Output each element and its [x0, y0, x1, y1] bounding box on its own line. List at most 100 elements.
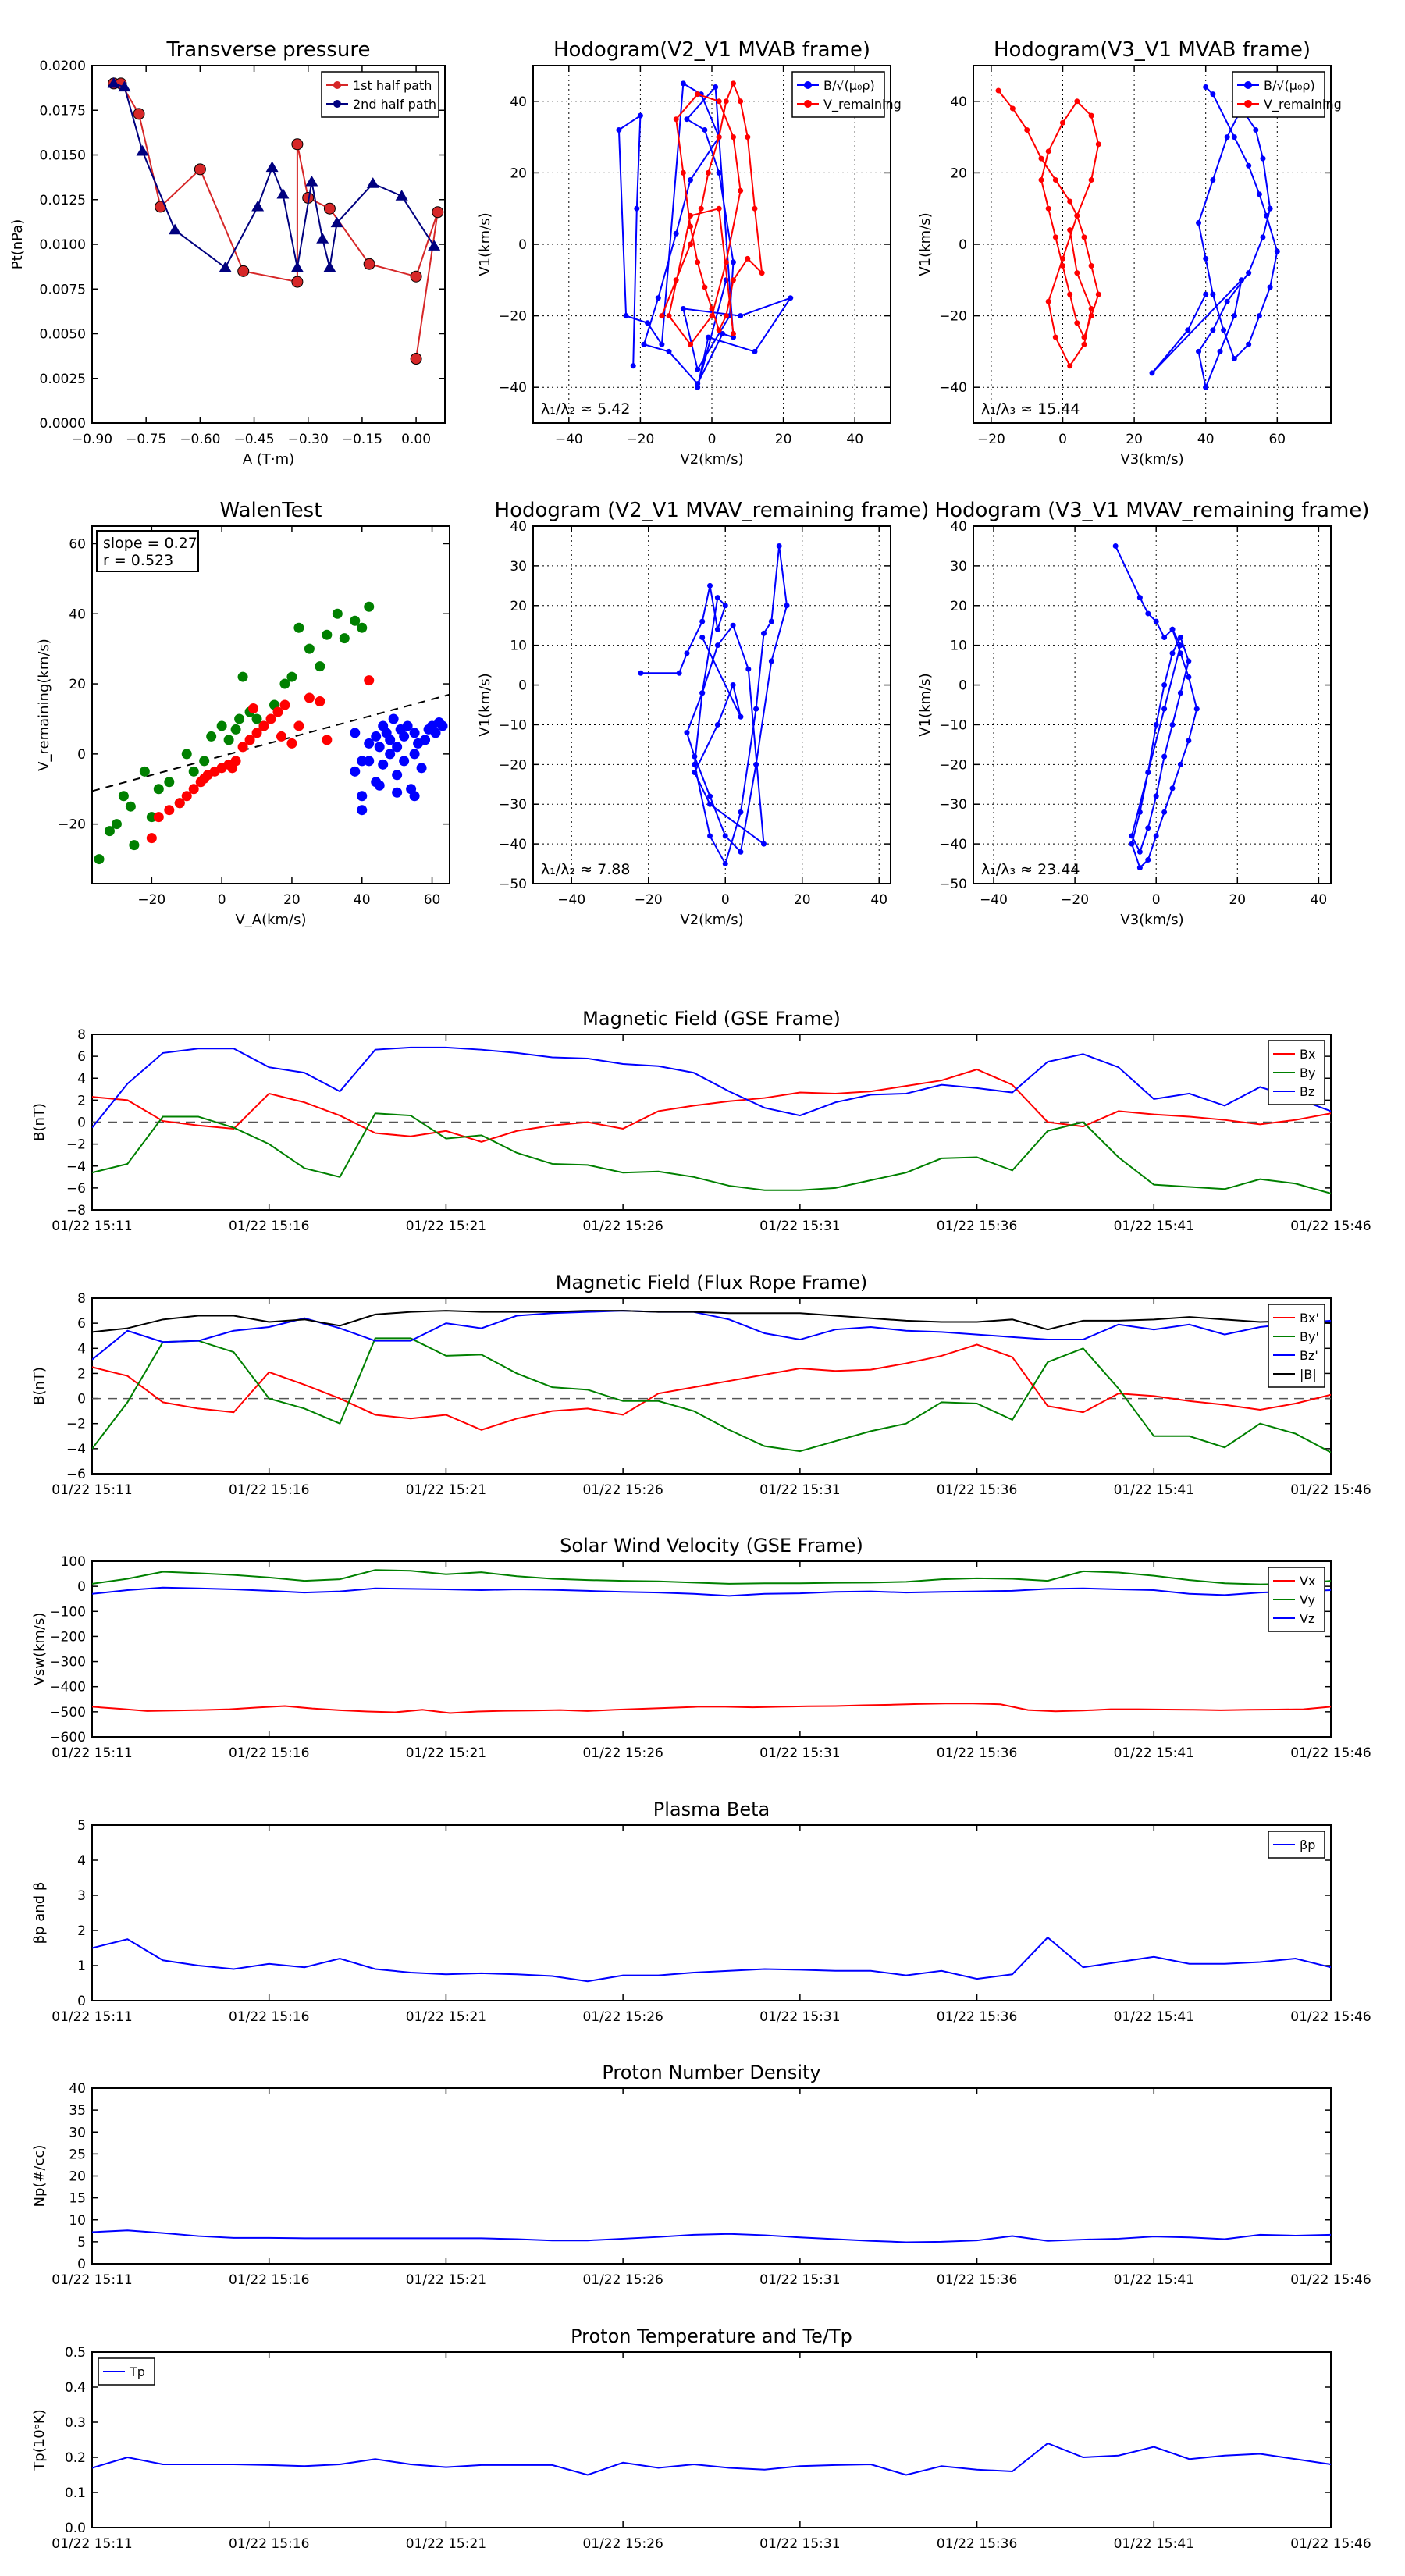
- x-tick-label: 01/22 15:26: [582, 1219, 663, 1234]
- data-point: [702, 284, 708, 290]
- data-point: [388, 713, 399, 724]
- data-point: [1246, 341, 1252, 347]
- data-point: [133, 108, 145, 120]
- legend-label: Bz: [1300, 1084, 1314, 1099]
- y-tick-label: −10: [499, 717, 527, 733]
- y-tick-label: −30: [939, 797, 967, 813]
- x-tick-label: 01/22 15:41: [1114, 1745, 1194, 1761]
- data-point: [1038, 177, 1044, 183]
- x-tick-label: −0.75: [126, 432, 166, 447]
- data-point: [1177, 642, 1183, 649]
- data-point: [702, 126, 708, 133]
- legend-label: B/√(μ₀ρ): [823, 78, 875, 93]
- -b--series: [92, 1310, 1331, 1333]
- data-point: [1149, 370, 1155, 376]
- data-point: [1145, 770, 1151, 776]
- data-point: [707, 833, 713, 839]
- data-point: [730, 682, 736, 688]
- transverse-pressure-chart: Transverse pressure−0.90 −0.75 −0.60 −0.45−…: [9, 38, 446, 468]
- legend-label: Bz': [1300, 1348, 1318, 1363]
- data-point: [392, 742, 403, 753]
- chart-title: Proton Temperature and Te/Tp: [571, 2325, 852, 2347]
- magnetic-field-gse-chart: Magnetic Field (GSE Frame) 01/22 15:11 01/…: [31, 1008, 1371, 1234]
- data-point: [350, 766, 361, 777]
- series-0-series: [1112, 543, 1200, 871]
- data-point: [738, 713, 744, 720]
- x-tick-label: 01/22 15:31: [759, 1482, 840, 1498]
- chart-title: Hodogram (V2_V1 MVAV_remaining frame): [495, 499, 930, 522]
- data-point: [265, 713, 276, 724]
- y-tick-label: 40: [69, 2081, 86, 2097]
- data-point: [666, 348, 672, 354]
- x-tick-label: 01/22 15:16: [229, 1745, 309, 1761]
- y-tick-label: 6: [77, 1316, 86, 1332]
- y-axis-label: B(nT): [31, 1103, 48, 1141]
- data-point: [730, 331, 736, 336]
- plot-frame: [973, 525, 1332, 884]
- data-point: [350, 615, 361, 626]
- data-point: [745, 255, 751, 262]
- data-point: [753, 761, 759, 767]
- data-point: [1267, 205, 1273, 212]
- y-tick-label: 30: [69, 2125, 86, 2140]
- data-point: [705, 169, 711, 176]
- data-point: [332, 608, 343, 619]
- data-point: [1153, 618, 1159, 624]
- hodogram-v2-v1-mvab-chart: Hodogram(V2_V1 MVAB frame) −40 −20 0 20 40 −40…: [477, 38, 902, 468]
- y-tick-label: 20: [510, 165, 527, 181]
- data-point: [1153, 793, 1159, 799]
- x-tick-label: 01/22 15:31: [759, 1219, 840, 1234]
- data-point: [322, 629, 333, 640]
- y-tick-label: −2: [66, 1417, 86, 1432]
- x-tick-label: 40: [870, 892, 887, 908]
- data-point: [1177, 761, 1183, 767]
- data-point: [272, 706, 283, 717]
- data-point: [1095, 291, 1101, 297]
- data-point: [1081, 341, 1087, 347]
- data-point: [699, 690, 706, 696]
- y-axis-label: V1(km/s): [917, 212, 934, 276]
- legend: βp: [1268, 1831, 1325, 1859]
- data-point: [428, 240, 441, 251]
- data-point: [125, 801, 136, 812]
- data-point: [688, 177, 694, 183]
- y-tick-label: 1: [77, 1959, 86, 1974]
- y-tick-label: 20: [950, 165, 967, 181]
- data-point: [1177, 690, 1183, 696]
- legend-marker: [333, 81, 341, 89]
- plot-area: [94, 601, 448, 865]
- x-tick-label: 01/22 15:41: [1114, 1219, 1194, 1234]
- y-tick-label: 0.5: [65, 2345, 86, 2361]
- x-tick-label: −20: [137, 892, 165, 908]
- y-tick-label: 8: [77, 1027, 86, 1043]
- data-point: [1169, 785, 1176, 792]
- data-point: [638, 670, 644, 676]
- data-point: [1095, 141, 1101, 148]
- y-tick-label: −40: [939, 837, 967, 852]
- data-point: [1024, 126, 1030, 133]
- data-point: [1145, 610, 1151, 617]
- x-axis-label: V2(km/s): [680, 912, 743, 928]
- series-line: [92, 1310, 1331, 1333]
- data-point: [357, 791, 368, 802]
- annotation-text: λ₁/λ₃ ≈ 15.44: [981, 400, 1080, 418]
- y-tick-label: 35: [69, 2103, 86, 2119]
- y-tick-label: −6: [66, 1181, 86, 1197]
- data-point: [230, 724, 241, 735]
- data-point: [339, 633, 350, 644]
- x-tick-label: 0: [218, 892, 226, 908]
- plot-area: [92, 1936, 1331, 1983]
- data-point: [673, 230, 679, 237]
- x-axis-label: V_A(km/s): [235, 912, 306, 928]
- data-point: [692, 761, 698, 767]
- x-tick-label: −20: [1061, 892, 1089, 908]
- data-point: [1060, 262, 1065, 269]
- data-point: [258, 720, 269, 731]
- y-tick-label: 40: [950, 94, 967, 110]
- x-tick-label: −0.90: [72, 432, 112, 447]
- data-point: [714, 626, 720, 632]
- data-point: [1088, 262, 1094, 269]
- data-point: [616, 126, 622, 133]
- plot-area: [616, 80, 794, 390]
- data-point: [1052, 177, 1058, 183]
